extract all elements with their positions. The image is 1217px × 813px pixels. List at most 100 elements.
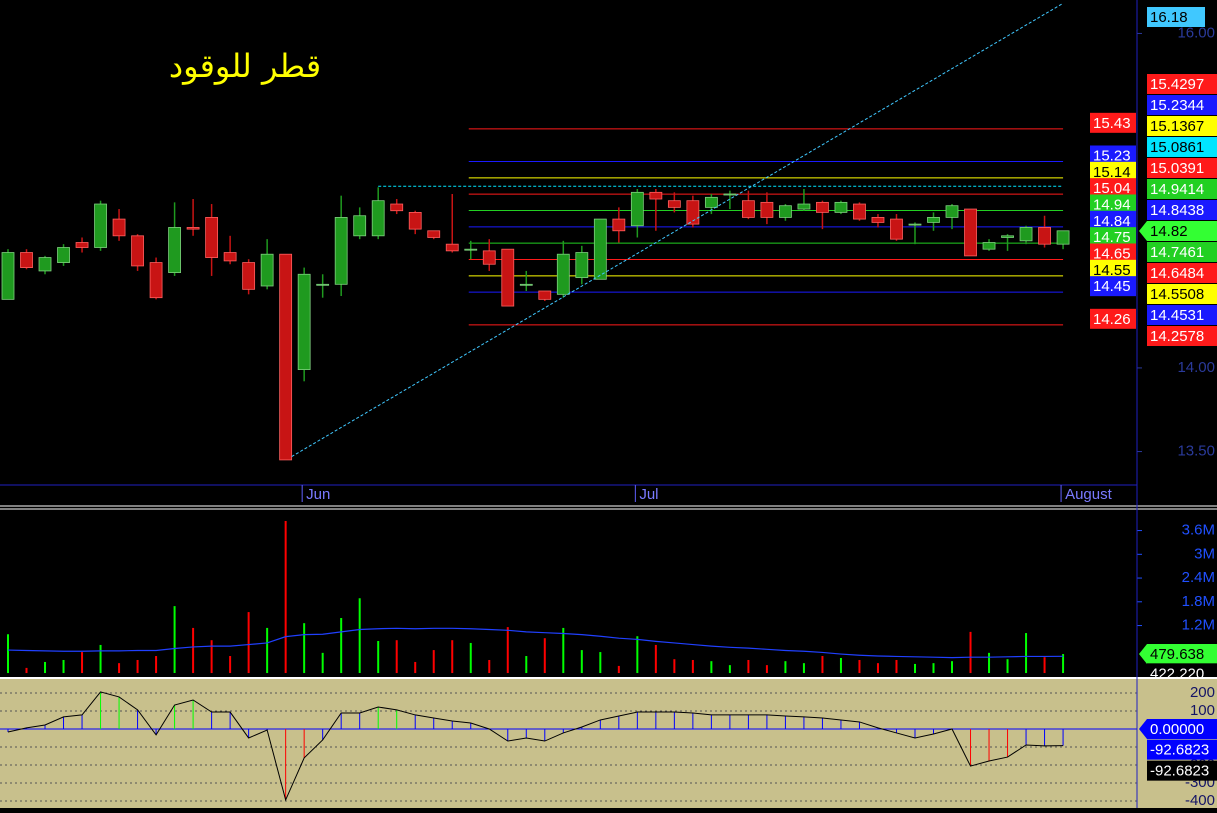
candle-body xyxy=(1001,235,1014,238)
price-tag xyxy=(1090,210,1136,231)
tag-label: 14.82 xyxy=(1150,223,1188,240)
candle-body xyxy=(686,200,700,225)
candle-body xyxy=(131,235,144,267)
tag-label: 0.00000 xyxy=(1150,721,1204,738)
price-tag xyxy=(1147,137,1217,157)
price-tag xyxy=(1147,74,1217,94)
candle-body xyxy=(260,253,274,287)
candle-body xyxy=(816,201,829,213)
candle-body xyxy=(742,200,755,218)
candle-body xyxy=(334,217,348,285)
price-tag xyxy=(1147,200,1217,220)
tag-label: 14.4531 xyxy=(1150,307,1204,324)
candle-body xyxy=(575,252,589,279)
x-tick-label: August xyxy=(1065,486,1113,503)
price-tag xyxy=(1147,284,1217,304)
y-tick-label: 1.8M xyxy=(1182,593,1215,610)
price-tag xyxy=(1147,739,1217,760)
chart-title: قطر للوقود xyxy=(169,47,321,85)
y-tick-label: 3M xyxy=(1194,545,1215,562)
price-tag xyxy=(1139,644,1217,665)
tag-label: 14.45 xyxy=(1093,278,1131,295)
tag-label: 14.26 xyxy=(1093,311,1131,328)
moving-average xyxy=(7,627,1064,659)
candle-body xyxy=(649,191,663,200)
price-tag xyxy=(1139,221,1217,241)
price-tag xyxy=(1090,178,1136,199)
candle-body xyxy=(797,203,811,210)
tag-label: 14.8438 xyxy=(1150,202,1204,219)
price-tag xyxy=(1147,305,1217,325)
tag-label: 15.43 xyxy=(1093,115,1131,132)
tag-label: 14.84 xyxy=(1093,213,1131,230)
tag-label: 16.18 xyxy=(1150,9,1188,26)
y-tick-label: 1.2M xyxy=(1182,617,1215,634)
tag-label: -92.6823 xyxy=(1150,763,1209,780)
price-tag xyxy=(1090,112,1136,133)
y-tick-label: 16.00 xyxy=(1177,24,1215,41)
candle-body xyxy=(279,253,293,461)
price-tag xyxy=(1147,760,1217,781)
tag-label: 14.7461 xyxy=(1150,244,1204,261)
candle-body xyxy=(982,242,996,250)
trendline xyxy=(291,2,1064,458)
candle-body xyxy=(353,215,367,237)
candle-body xyxy=(1019,227,1033,242)
y-tick-label: 14.00 xyxy=(1177,359,1215,376)
candle-body xyxy=(445,243,459,252)
tag-label: 14.94 xyxy=(1093,196,1131,213)
candle-body xyxy=(723,193,737,196)
candle-body xyxy=(945,205,959,218)
y-tick-label: 100 xyxy=(1190,702,1215,719)
tag-label: 15.0861 xyxy=(1150,139,1204,156)
candle-body xyxy=(760,201,774,218)
tag-label: 14.75 xyxy=(1093,229,1131,246)
candle-body xyxy=(242,262,256,290)
price-tag xyxy=(1147,263,1217,283)
price-tag xyxy=(1090,227,1136,248)
candle-body xyxy=(408,211,422,230)
tag-label: 14.5508 xyxy=(1150,286,1204,303)
y-tick-label: 13.50 xyxy=(1177,443,1215,460)
price-tag xyxy=(1090,194,1136,215)
price-tag xyxy=(1147,116,1217,136)
price-tag xyxy=(1147,326,1217,346)
candle-body xyxy=(871,217,885,223)
candle-body xyxy=(112,218,126,237)
candle-body xyxy=(908,223,922,226)
candle-body xyxy=(1056,230,1070,245)
oscillator-background xyxy=(0,678,1217,808)
candle-body xyxy=(390,203,404,212)
candle-body xyxy=(890,218,903,240)
tag-label: 15.1367 xyxy=(1150,118,1204,135)
candle-body xyxy=(1,252,15,300)
candle-body xyxy=(427,230,441,238)
tag-label: 14.2578 xyxy=(1150,328,1204,345)
price-tag xyxy=(1090,145,1136,166)
candle-body xyxy=(149,262,163,299)
x-tick-label: Jul xyxy=(639,486,658,503)
x-tick-label: Jun xyxy=(306,486,330,503)
tag-label: 14.9414 xyxy=(1150,181,1204,198)
price-tag xyxy=(1090,259,1136,280)
candle-body xyxy=(704,196,718,208)
candle-body xyxy=(205,217,219,258)
tag-label: 479.638 xyxy=(1150,646,1204,663)
tag-label: 14.55 xyxy=(1093,262,1131,279)
tag-label: -92.6823 xyxy=(1150,742,1209,759)
candle-body xyxy=(593,218,607,280)
candle-body xyxy=(779,205,792,218)
candle-body xyxy=(482,250,496,265)
price-tag xyxy=(1139,718,1217,739)
candle-body xyxy=(834,201,848,213)
price-tag xyxy=(1090,276,1136,297)
candle-body xyxy=(853,203,866,220)
tag-label: 15.4297 xyxy=(1150,76,1204,93)
candle-body xyxy=(964,208,977,257)
candle-body xyxy=(75,242,89,248)
candle-body xyxy=(168,227,181,274)
y-tick-label: 2.4M xyxy=(1182,569,1215,586)
candle-body xyxy=(501,248,515,307)
